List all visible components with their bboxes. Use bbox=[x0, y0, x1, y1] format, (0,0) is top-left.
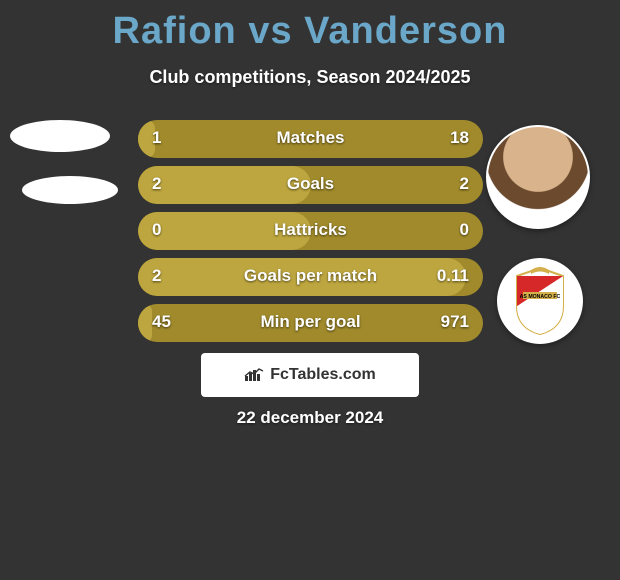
monaco-crest-icon: AS MONACO FC bbox=[513, 266, 567, 336]
page-title: Rafion vs Vanderson bbox=[0, 0, 620, 53]
stat-label: Goals bbox=[138, 174, 483, 194]
stat-right-value: 2 bbox=[460, 174, 469, 194]
stat-right-value: 971 bbox=[441, 312, 469, 332]
stat-row: 2 Goals 2 bbox=[138, 166, 483, 204]
stat-label: Goals per match bbox=[138, 266, 483, 286]
stat-label: Min per goal bbox=[138, 312, 483, 332]
stat-right-value: 0 bbox=[460, 220, 469, 240]
date-text: 22 december 2024 bbox=[0, 408, 620, 428]
stat-row: 1 Matches 18 bbox=[138, 120, 483, 158]
player2-club-badge: AS MONACO FC bbox=[497, 258, 583, 344]
brand-box[interactable]: FcTables.com bbox=[201, 353, 419, 397]
stat-row: 0 Hattricks 0 bbox=[138, 212, 483, 250]
stat-label: Matches bbox=[138, 128, 483, 148]
stats-card: Rafion vs Vanderson Club competitions, S… bbox=[0, 0, 620, 580]
player1-club-placeholder bbox=[22, 176, 118, 204]
stat-row: 45 Min per goal 971 bbox=[138, 304, 483, 342]
bar-chart-icon bbox=[244, 368, 264, 382]
page-subtitle: Club competitions, Season 2024/2025 bbox=[0, 67, 620, 88]
stat-right-value: 0.11 bbox=[437, 266, 469, 286]
svg-text:AS MONACO FC: AS MONACO FC bbox=[520, 294, 561, 300]
stats-bars: 1 Matches 18 2 Goals 2 0 Hattricks 0 2 G… bbox=[138, 120, 483, 350]
player2-avatar bbox=[486, 125, 590, 229]
stat-right-value: 18 bbox=[450, 128, 469, 148]
stat-row: 2 Goals per match 0.11 bbox=[138, 258, 483, 296]
stat-label: Hattricks bbox=[138, 220, 483, 240]
player1-avatar-placeholder bbox=[10, 120, 110, 152]
brand-text: FcTables.com bbox=[270, 366, 376, 384]
